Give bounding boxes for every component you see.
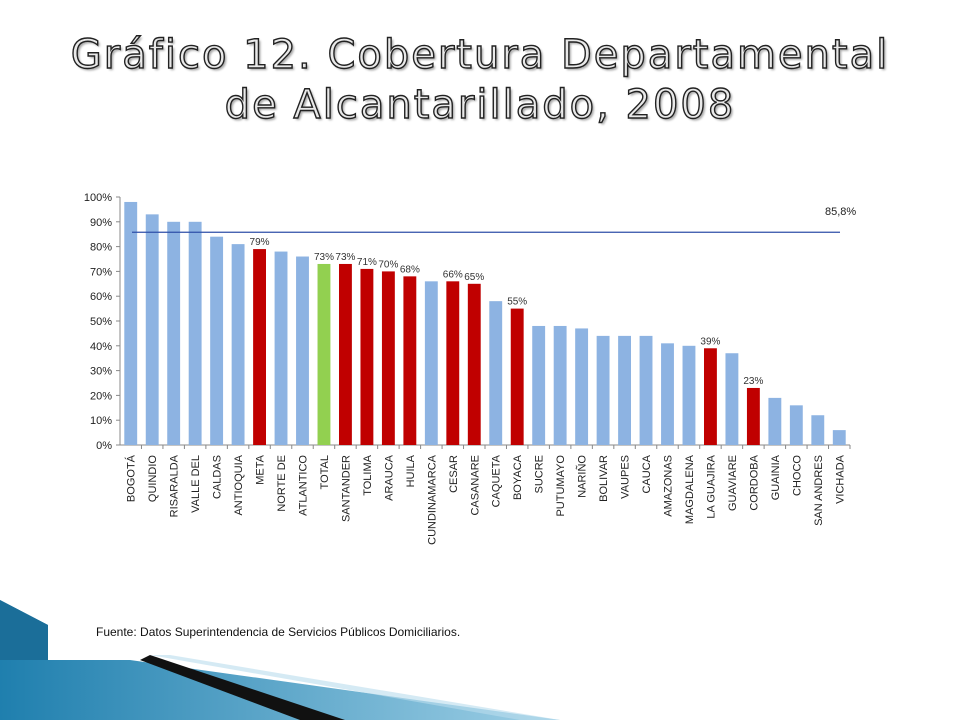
x-tick-label: CAUCA — [641, 454, 653, 493]
bar — [746, 387, 760, 445]
data-label: 68% — [400, 264, 420, 275]
x-tick-label: BOLIVAR — [598, 455, 610, 502]
data-label: 70% — [378, 259, 398, 270]
bar — [231, 244, 245, 445]
x-tick-label: CALDAS — [212, 455, 224, 499]
bar — [296, 256, 309, 445]
x-tick-label: AMAZONAS — [663, 455, 675, 517]
x-tick-label: SAN ANDRES — [813, 455, 825, 526]
bar — [124, 201, 138, 445]
bar — [725, 353, 739, 445]
x-tick-label: QUINDIO — [147, 455, 159, 503]
reference-line-label: 85,8% — [825, 206, 856, 218]
x-tick-label: ARAUCA — [383, 454, 395, 501]
x-tick-labels-group: BOGOTÁ QUINDIO RISARALDA VALLE DEL CALDAS ANT… — [125, 445, 851, 545]
bar — [811, 415, 825, 445]
x-tick-label: CASANARE — [469, 455, 481, 516]
x-tick-label: ATLANTICO — [298, 455, 310, 516]
bar — [789, 405, 803, 445]
y-tick-label: 30% — [90, 366, 112, 378]
bar — [145, 214, 159, 445]
y-tick-label: 10% — [90, 415, 112, 427]
bar — [253, 249, 266, 445]
data-label: 73% — [314, 252, 334, 263]
bar — [553, 325, 567, 445]
x-tick-label: VALLE DEL — [190, 455, 202, 513]
x-tick-label: GUAINIA — [770, 454, 782, 500]
y-tick-label: 100% — [84, 192, 112, 204]
coverage-bar-chart: 0% 10% 20% 30% 40% 50% 60% 70% 80% 90% 100% 79% 73%… — [83, 192, 857, 545]
bar — [424, 281, 438, 445]
bar — [317, 263, 331, 445]
y-tick-label: 90% — [90, 217, 112, 229]
bar — [274, 251, 288, 445]
bar — [575, 328, 589, 445]
x-tick-label: NARIÑO — [576, 455, 589, 498]
x-tick-label: META — [255, 454, 267, 484]
data-label: 55% — [507, 297, 527, 308]
x-tick-label: NORTE DE — [276, 455, 288, 512]
data-label: 23% — [743, 376, 763, 387]
data-label: 71% — [357, 257, 377, 268]
bar — [188, 221, 202, 445]
data-label: 66% — [443, 269, 463, 280]
x-tick-label: TOLIMA — [362, 454, 374, 495]
bar — [446, 281, 460, 445]
x-tick-label: CAQUETA — [491, 454, 503, 507]
bar — [510, 308, 524, 445]
bar — [360, 268, 374, 445]
y-tick-label: 20% — [90, 390, 112, 402]
data-label: 79% — [250, 237, 270, 248]
bar — [768, 397, 782, 445]
y-tick-label: 70% — [90, 266, 112, 278]
y-tick-label: 80% — [90, 242, 112, 254]
y-tick-label: 40% — [90, 341, 112, 353]
bar — [661, 343, 674, 445]
bar — [532, 325, 546, 445]
x-tick-label: RISARALDA — [169, 454, 181, 517]
bar — [210, 236, 224, 445]
bar — [682, 345, 696, 445]
bar — [704, 348, 717, 445]
y-tick-label: 0% — [96, 440, 112, 452]
x-tick-label: MAGDALENA — [684, 454, 696, 524]
x-tick-label: CESAR — [448, 455, 460, 493]
x-tick-label: ANTIOQUIA — [233, 454, 245, 515]
x-tick-label: PUTUMAYO — [555, 455, 567, 517]
bar — [467, 283, 481, 445]
y-tick-label: 50% — [90, 316, 112, 328]
slide-title: Gráfico 12. Cobertura Departamental de A… — [70, 31, 890, 128]
reference-line-group: 85,8% — [132, 206, 856, 233]
data-label: 39% — [700, 336, 720, 347]
x-tick-label: GUAVIARE — [727, 455, 739, 511]
y-tick-label: 60% — [90, 291, 112, 303]
data-label: 65% — [464, 272, 484, 283]
bar — [832, 430, 846, 445]
x-tick-label: SUCRE — [534, 455, 546, 494]
data-labels-group: 79%73% 73% 71% 70% 68% 66% 65%55%39%23% — [250, 237, 764, 387]
bar — [381, 271, 395, 445]
x-tick-label: BOYACA — [512, 454, 524, 500]
x-tick-label: BOGOTÁ — [125, 454, 138, 502]
x-tick-label: SANTANDER — [340, 455, 352, 522]
bar — [339, 263, 352, 445]
source-note: Fuente: Datos Superintendencia de Servic… — [96, 625, 461, 639]
x-tick-label: CHOCO — [791, 455, 803, 496]
x-tick-label: CORDOBA — [748, 454, 760, 510]
x-tick-label: TOTAL — [319, 455, 331, 489]
bar — [639, 335, 653, 445]
bars-group — [124, 201, 846, 445]
bar — [489, 301, 503, 445]
x-tick-label: VAUPES — [620, 455, 632, 499]
x-tick-label: LA GUAJIRA — [705, 454, 717, 518]
bar — [596, 335, 610, 445]
data-label: 73% — [335, 252, 355, 263]
bar — [618, 335, 631, 445]
bar — [167, 221, 181, 445]
x-tick-label: VICHADA — [834, 454, 846, 504]
x-tick-label: CUNDINAMARCA — [426, 454, 438, 545]
bar — [403, 276, 417, 445]
x-tick-label: HUILA — [405, 454, 417, 487]
